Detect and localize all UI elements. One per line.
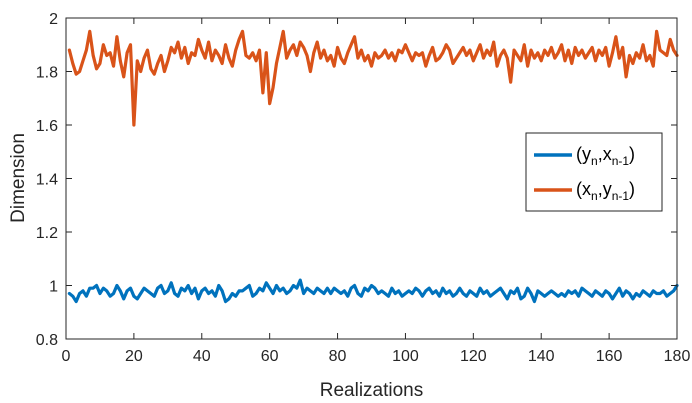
y-tick-label: 2 (49, 11, 58, 28)
x-tick-label: 40 (193, 348, 211, 365)
series-line-1 (67, 278, 679, 304)
x-tick-label: 20 (125, 348, 143, 365)
axes-layer (65, 17, 678, 340)
series-layer (67, 29, 679, 304)
series-line-2 (67, 29, 679, 127)
legend: (yn,xn-1) (xn,yn-1) (525, 132, 663, 212)
x-tick-label: 180 (664, 348, 691, 365)
y-tick-label: 1.4 (36, 172, 58, 189)
x-tick-label: 120 (460, 348, 487, 365)
y-tick-label: 0.8 (36, 332, 58, 349)
y-tick-labels: 0.8 1 1.2 1.4 1.6 1.8 2 (36, 11, 58, 349)
legend-label-series-1: (yn,xn-1) (576, 144, 635, 168)
x-tick-label: 160 (596, 348, 623, 365)
x-tick-label: 60 (261, 348, 279, 365)
x-tick-label: 80 (329, 348, 347, 365)
y-tick-label: 1.2 (36, 225, 58, 242)
legend-box (525, 132, 663, 212)
x-tick-label: 0 (62, 348, 71, 365)
x-tick-label: 140 (528, 348, 555, 365)
x-axis-title: Realizations (320, 380, 424, 401)
y-tick-label: 1.6 (36, 118, 58, 135)
y-tick-label: 1.8 (36, 65, 58, 82)
y-tick-label: 1 (49, 279, 58, 296)
legend-label-series-2: (xn,yn-1) (576, 179, 635, 203)
x-tick-label: 100 (392, 348, 419, 365)
y-axis-title: Dimension (8, 133, 29, 223)
x-tick-labels: 0 20 40 60 80 100 120 140 160 180 (62, 348, 691, 365)
